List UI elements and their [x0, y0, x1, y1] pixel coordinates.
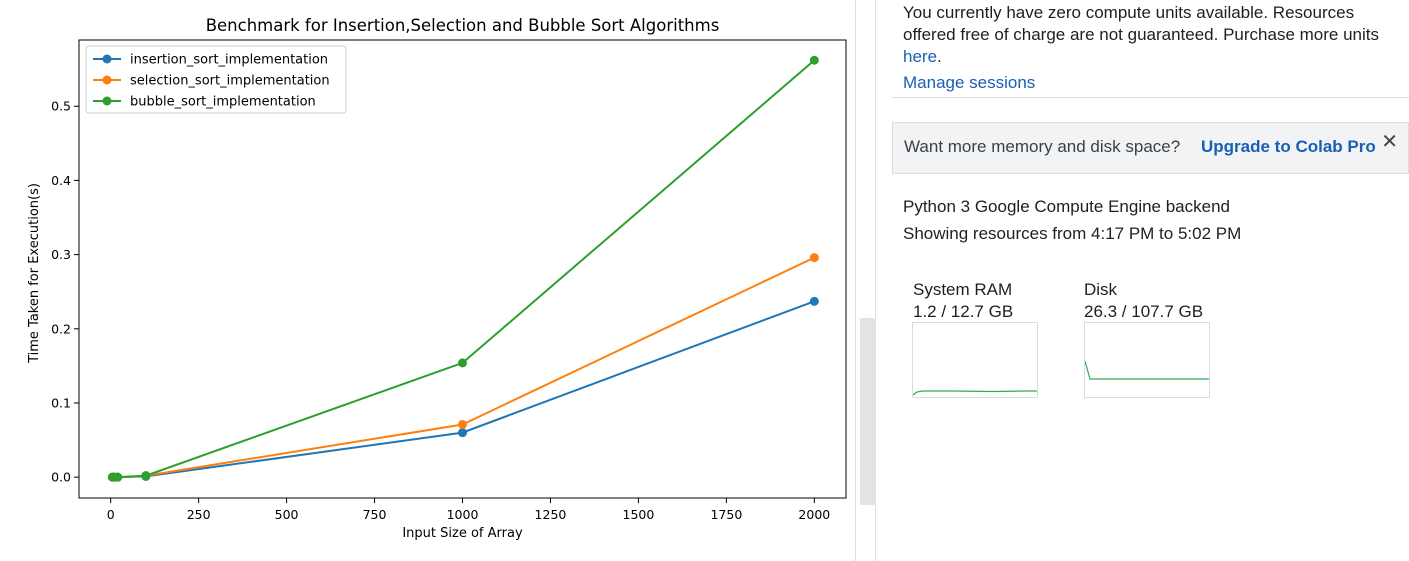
x-tick-label: 1250: [535, 507, 567, 522]
series-line-3: [112, 59, 815, 479]
system-ram-value: 1.2 / 12.7 GB: [913, 302, 1014, 321]
y-tick-label: 0.2: [51, 321, 71, 336]
data-point: [141, 471, 151, 481]
x-tick-label: 1500: [623, 507, 655, 522]
divider-line: [855, 0, 856, 561]
disk-value: 26.3 / 107.7 GB: [1084, 302, 1204, 321]
divider-line: [875, 0, 876, 561]
y-tick-label: 0.4: [51, 173, 71, 188]
data-point: [809, 55, 819, 65]
legend-label: selection_sort_implementation: [130, 74, 330, 89]
series-line-2: [112, 256, 815, 479]
y-tick-label: 0.5: [51, 99, 71, 114]
x-tick-label: 0: [107, 507, 115, 522]
y-tick-label: 0.0: [51, 470, 71, 485]
y-tick-label: 0.1: [51, 395, 71, 410]
upgrade-colab-pro-link[interactable]: Upgrade to Colab Pro: [1201, 137, 1376, 156]
x-tick-label: 500: [275, 507, 299, 522]
data-point: [113, 472, 123, 482]
disk-sparkline: [1084, 322, 1210, 398]
x-tick-label: 750: [363, 507, 387, 522]
upgrade-banner: Want more memory and disk space? Upgrade…: [892, 122, 1409, 174]
section-divider: [892, 97, 1409, 98]
legend-label: bubble_sort_implementation: [130, 95, 316, 110]
legend-marker: [102, 96, 112, 106]
legend-marker: [102, 75, 112, 85]
system-ram-label: System RAM: [913, 280, 1013, 299]
cell-output-pane: Benchmark for Insertion,Selection and Bu…: [27, 16, 847, 541]
output-scrollbar-thumb[interactable]: [860, 318, 875, 505]
notice-period: .: [937, 47, 942, 66]
x-tick-label: 1000: [447, 507, 479, 522]
backend-info: Python 3 Google Compute Engine backend: [903, 197, 1231, 216]
ram-usage-line: [912, 390, 1037, 396]
data-point: [458, 428, 467, 438]
y-tick-label: 0.3: [51, 247, 71, 262]
disk-usage-line: [1084, 360, 1209, 380]
x-tick-label: 250: [187, 507, 211, 522]
purchase-units-link[interactable]: here: [903, 47, 938, 66]
data-point: [458, 419, 467, 429]
benchmark-chart: Benchmark for Insertion,Selection and Bu…: [27, 16, 847, 541]
system-ram-sparkline: [912, 322, 1038, 398]
data-point: [458, 358, 467, 368]
resources-time-range: Showing resources from 4:17 PM to 5:02 P…: [903, 224, 1242, 243]
resources-panel: You currently have zero compute units av…: [876, 0, 1409, 561]
upgrade-prompt: Want more memory and disk space?: [904, 137, 1181, 156]
data-point: [809, 296, 819, 306]
data-point: [809, 253, 819, 263]
chart-title: Benchmark for Insertion,Selection and Bu…: [206, 16, 720, 35]
compute-units-text: You currently have zero compute units av…: [903, 3, 1379, 44]
manage-sessions-link[interactable]: Manage sessions: [903, 73, 1036, 92]
x-tick-label: 2000: [798, 507, 830, 522]
disk-label: Disk: [1084, 280, 1118, 299]
legend-box: [85, 45, 347, 114]
y-axis-label: Time Taken for Execution(s): [27, 183, 42, 364]
compute-units-notice: You currently have zero compute units av…: [903, 2, 1398, 68]
x-axis-label: Input Size of Array: [402, 526, 523, 541]
close-icon[interactable]: ✕: [1381, 131, 1398, 153]
legend-marker: [102, 54, 112, 64]
x-tick-label: 1750: [710, 507, 742, 522]
legend-label: insertion_sort_implementation: [130, 53, 328, 68]
